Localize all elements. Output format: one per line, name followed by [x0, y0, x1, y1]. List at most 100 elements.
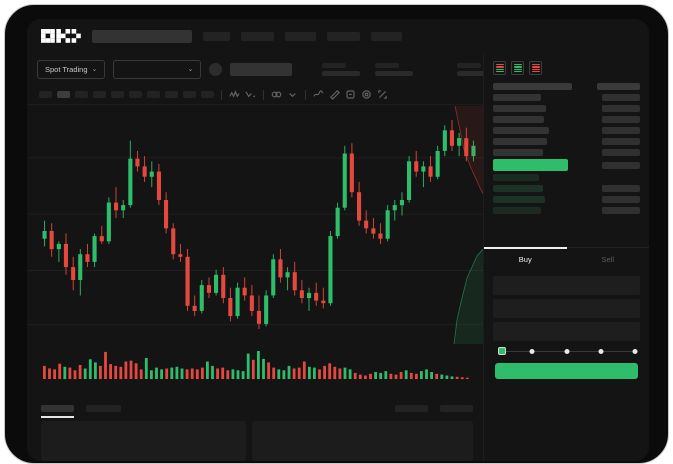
- slider-step-75[interactable]: [598, 348, 604, 354]
- stat-group-3: [457, 62, 496, 76]
- order-book-bid-row[interactable]: [493, 205, 640, 216]
- timeframe-button-1[interactable]: [39, 91, 52, 98]
- trade-form: Buy Sell: [484, 247, 649, 379]
- slider-step-50[interactable]: [564, 348, 569, 354]
- stat-label: [375, 62, 400, 68]
- top-navigation-bar: [27, 19, 649, 53]
- order-book-display-modes: [484, 53, 649, 81]
- toolbar-divider: [263, 89, 264, 100]
- order-book-ask-row[interactable]: [493, 125, 640, 136]
- order-book-rows: [484, 81, 649, 216]
- ask-price: [493, 127, 549, 134]
- order-book-ask-row[interactable]: [493, 103, 640, 114]
- slider-step-25[interactable]: [529, 348, 535, 354]
- orders-action-1[interactable]: [395, 404, 428, 412]
- timeframe-button-3[interactable]: [75, 91, 88, 98]
- market-type-dropdown[interactable]: Spot Trading ⌄: [37, 59, 106, 79]
- order-book-ask-row[interactable]: [493, 114, 640, 125]
- stat-value: [457, 70, 496, 76]
- timeframe-button-8[interactable]: [165, 91, 178, 98]
- okx-logo[interactable]: [41, 29, 81, 43]
- bid-amount: [602, 185, 640, 192]
- order-book-bid-row[interactable]: [493, 194, 640, 205]
- nav-item-4[interactable]: [327, 31, 360, 41]
- timeframe-button-4[interactable]: [93, 91, 106, 98]
- coin-avatar: [209, 62, 223, 76]
- timeframe-button-2[interactable]: [57, 91, 70, 98]
- order-book-last-price: [493, 158, 640, 172]
- tab-sell[interactable]: Sell: [601, 254, 614, 264]
- submit-order-button[interactable]: [495, 363, 638, 379]
- timeframe-button-9[interactable]: [183, 91, 196, 98]
- stat-label: [457, 62, 482, 68]
- nav-item-5[interactable]: [371, 31, 402, 41]
- search-input[interactable]: [92, 29, 192, 43]
- timeframe-button-10[interactable]: [201, 91, 214, 98]
- stat-label: [322, 62, 347, 68]
- bid-amount: [602, 207, 640, 214]
- eraser-icon[interactable]: [329, 89, 340, 100]
- orders-content-area: [27, 421, 487, 461]
- chevron-down-icon[interactable]: [287, 89, 298, 100]
- line-tool-icon[interactable]: [313, 89, 324, 100]
- tab-order-history[interactable]: [86, 404, 121, 412]
- trading-pair-select[interactable]: ⌄: [113, 59, 202, 79]
- amount-slider[interactable]: [484, 341, 649, 355]
- order-book-ask-row[interactable]: [493, 147, 640, 158]
- timeframe-button-6[interactable]: [129, 91, 142, 98]
- compare-icon[interactable]: [271, 89, 282, 100]
- orders-panel-left: [41, 421, 246, 461]
- slider-step-100[interactable]: [632, 348, 638, 354]
- order-book-ask-row[interactable]: [493, 92, 640, 103]
- last-price-highlight: [493, 159, 568, 171]
- ask-price: [493, 116, 544, 123]
- slider-track[interactable]: [498, 347, 638, 355]
- alert-icon[interactable]: [345, 89, 356, 100]
- last-price-display: [230, 62, 293, 76]
- indicators-icon[interactable]: [229, 89, 240, 100]
- price-chart[interactable]: [27, 106, 487, 341]
- tab-open-orders[interactable]: [41, 404, 74, 418]
- orders-action-2[interactable]: [440, 404, 473, 412]
- ask-price: [493, 138, 547, 145]
- device-frame: Spot Trading ⌄ ⌄: [4, 4, 669, 464]
- settings-icon[interactable]: [361, 89, 372, 100]
- stat-value: [322, 70, 361, 76]
- ask-amount: [602, 94, 640, 101]
- bid-price: [493, 196, 545, 203]
- ob-mode-both-icon[interactable]: [493, 61, 506, 75]
- nav-item-1[interactable]: [203, 31, 230, 41]
- bid-price: [493, 207, 541, 214]
- timeframe-button-7[interactable]: [147, 91, 160, 98]
- bid-amount: [602, 174, 640, 181]
- stat-group-2: [375, 62, 414, 76]
- order-book-ask-row[interactable]: [493, 136, 640, 147]
- nav-item-3[interactable]: [285, 31, 316, 41]
- bid-price: [493, 174, 539, 181]
- app-screen: Spot Trading ⌄ ⌄: [27, 19, 649, 461]
- bid-amount: [602, 196, 640, 203]
- chart-type-icon[interactable]: [245, 89, 256, 100]
- ob-mode-bids-icon[interactable]: [511, 61, 524, 75]
- total-field[interactable]: [493, 322, 640, 341]
- order-book-bid-row[interactable]: [493, 183, 640, 194]
- toolbar-divider: [221, 89, 222, 100]
- tab-buy[interactable]: Buy: [484, 247, 567, 270]
- amount-field[interactable]: [493, 299, 640, 318]
- ob-col-amount: [597, 83, 640, 90]
- stat-group-1: [322, 62, 361, 76]
- order-book-bid-row[interactable]: [493, 172, 640, 183]
- ob-mode-asks-icon[interactable]: [529, 61, 542, 75]
- ob-col-price: [493, 83, 572, 90]
- ask-price: [493, 94, 541, 101]
- volume-svg: [43, 351, 469, 380]
- timeframe-button-5[interactable]: [111, 91, 124, 98]
- nav-item-2[interactable]: [241, 31, 274, 41]
- ask-amount: [602, 127, 640, 134]
- bid-price: [493, 185, 543, 192]
- fullscreen-icon[interactable]: [377, 89, 388, 100]
- price-field[interactable]: [493, 276, 640, 295]
- slider-handle[interactable]: [498, 347, 506, 355]
- candlestick-svg: [27, 120, 487, 329]
- ask-price: [493, 105, 546, 112]
